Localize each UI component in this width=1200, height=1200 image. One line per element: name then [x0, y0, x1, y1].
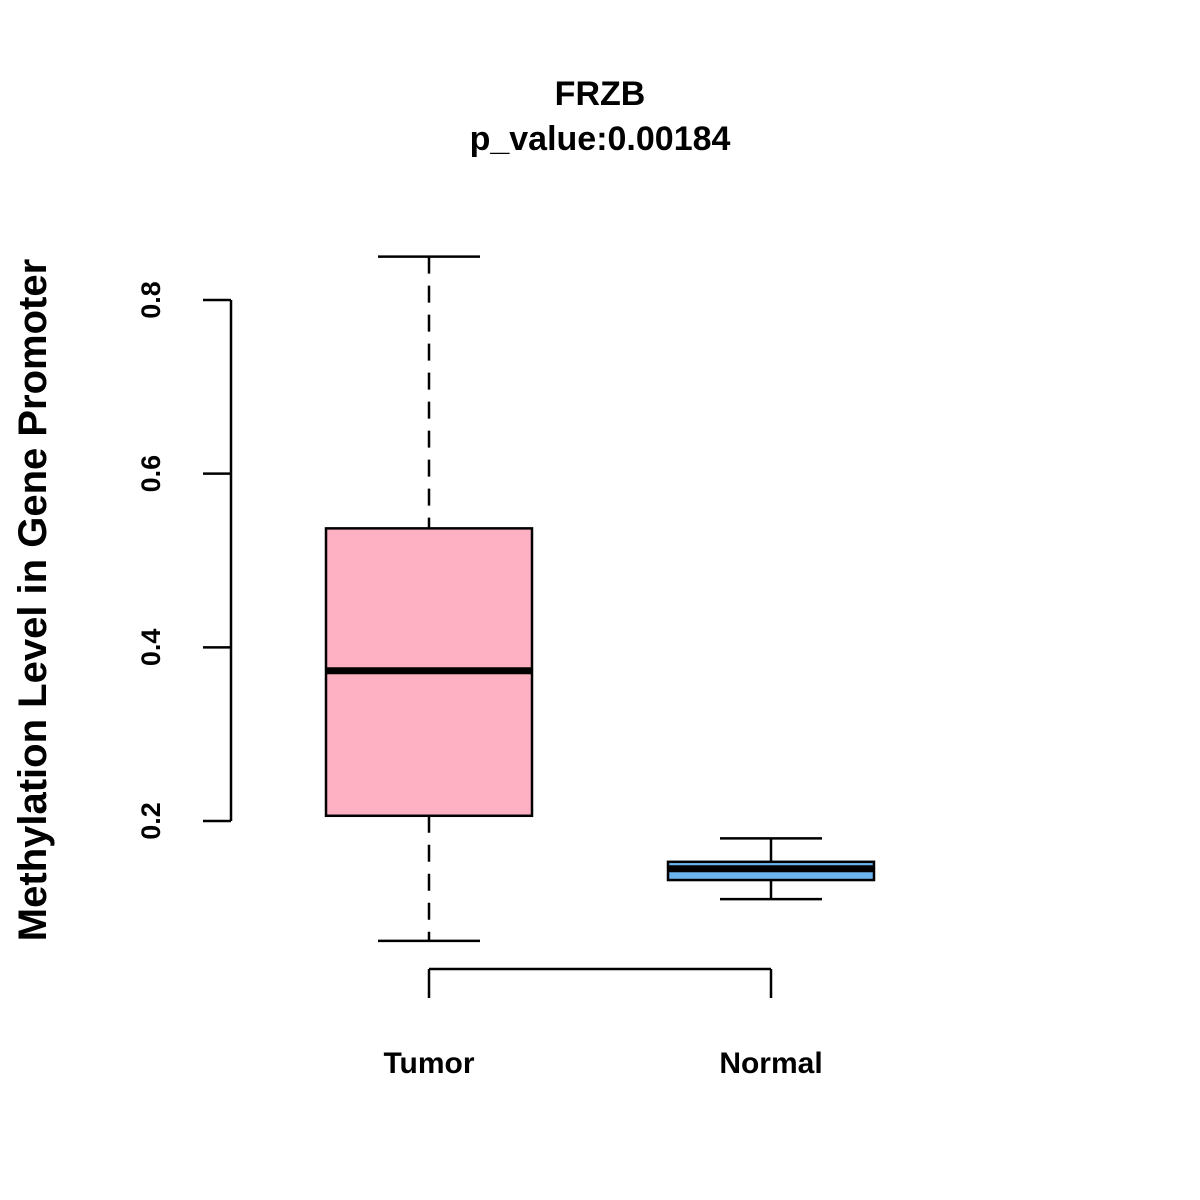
y-tick-label: 0.2	[136, 802, 166, 840]
chart-title: FRZB	[555, 75, 646, 113]
y-axis: 0.2 0.4 0.6 0.8	[136, 281, 233, 840]
x-axis: Tumor Normal	[383, 967, 823, 1080]
y-tick-label: 0.4	[136, 629, 166, 667]
y-tick-label: 0.6	[136, 455, 166, 493]
y-tick-label: 0.8	[136, 281, 166, 319]
y-axis-label: Methylation Level in Gene Promoter	[11, 259, 55, 941]
x-tick-label: Tumor	[383, 1047, 474, 1080]
boxes	[324, 255, 876, 943]
box-tumor	[324, 255, 534, 943]
box-normal	[666, 837, 876, 901]
chart-subtitle: p_value:0.00184	[470, 120, 731, 158]
x-tick-label: Normal	[719, 1047, 822, 1080]
